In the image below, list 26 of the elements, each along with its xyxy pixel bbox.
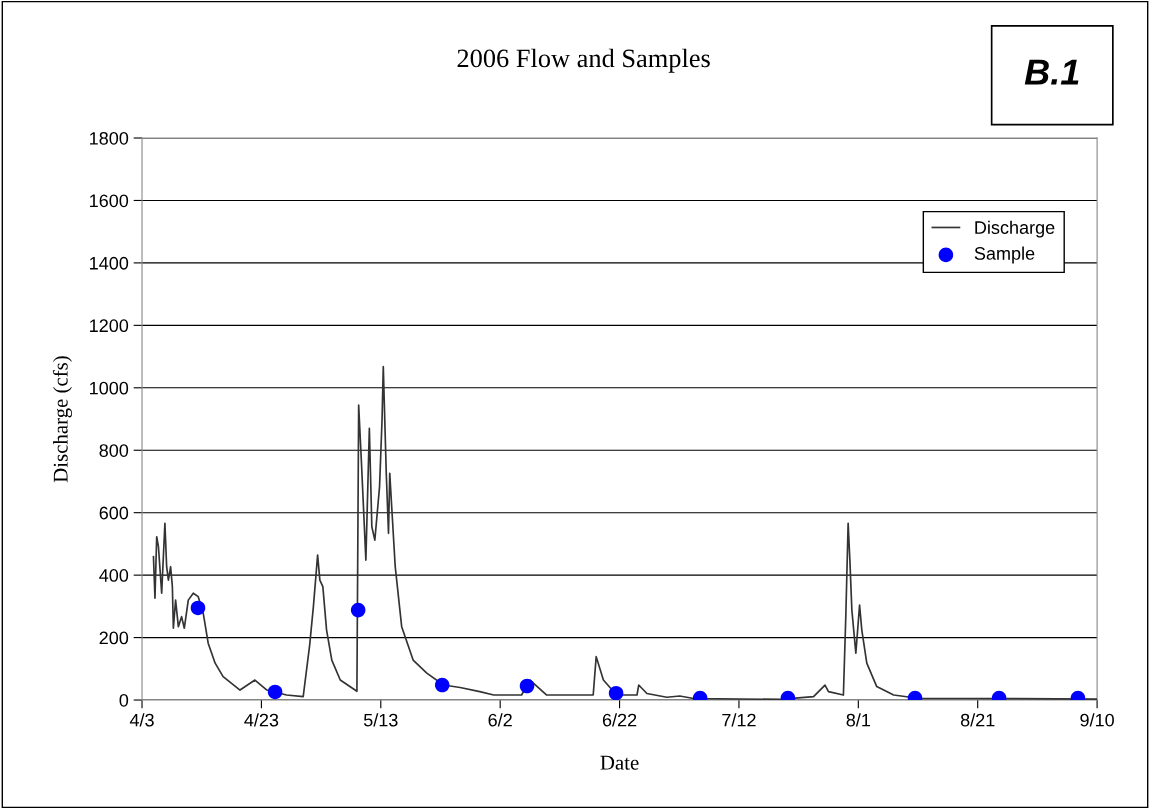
chart-title: 2006 Flow and Samples (457, 48, 710, 73)
text: B.1 (1024, 59, 1079, 85)
x-tick-label: 5/13 (363, 713, 398, 727)
y-axis-title: Discharge (cfs) (52, 356, 72, 483)
x-tick-label: 8/1 (846, 713, 870, 727)
x-tick-label: 8/21 (960, 713, 995, 727)
y-tick-label: 600 (99, 506, 129, 520)
y-tick-label: 1000 (90, 381, 129, 395)
y-tick-label: 1600 (90, 194, 129, 208)
y-tick-label: 400 (99, 569, 129, 582)
legend-label: Sample (974, 246, 1035, 264)
x-tick-label: 7/12 (722, 713, 756, 727)
x-tick-label: 4/23 (244, 713, 279, 727)
x-tick-label: 4/3 (129, 713, 154, 727)
y-tick-label: 200 (99, 631, 129, 645)
y-tick-label: 1200 (90, 319, 129, 333)
y-tick-label: 1800 (90, 131, 129, 145)
y-tick-label: 1400 (90, 256, 129, 270)
x-axis-title: Date (600, 755, 639, 770)
line-series (152, 365, 1098, 701)
x-tick-label: 6/22 (602, 713, 637, 727)
x-tick-label: 6/2 (488, 713, 512, 727)
y-tick-label: 800 (99, 444, 129, 457)
legend-label: Discharge (975, 220, 1055, 238)
y-tick-label: 0 (119, 693, 129, 707)
x-tick-label: 9/10 (1080, 713, 1114, 727)
